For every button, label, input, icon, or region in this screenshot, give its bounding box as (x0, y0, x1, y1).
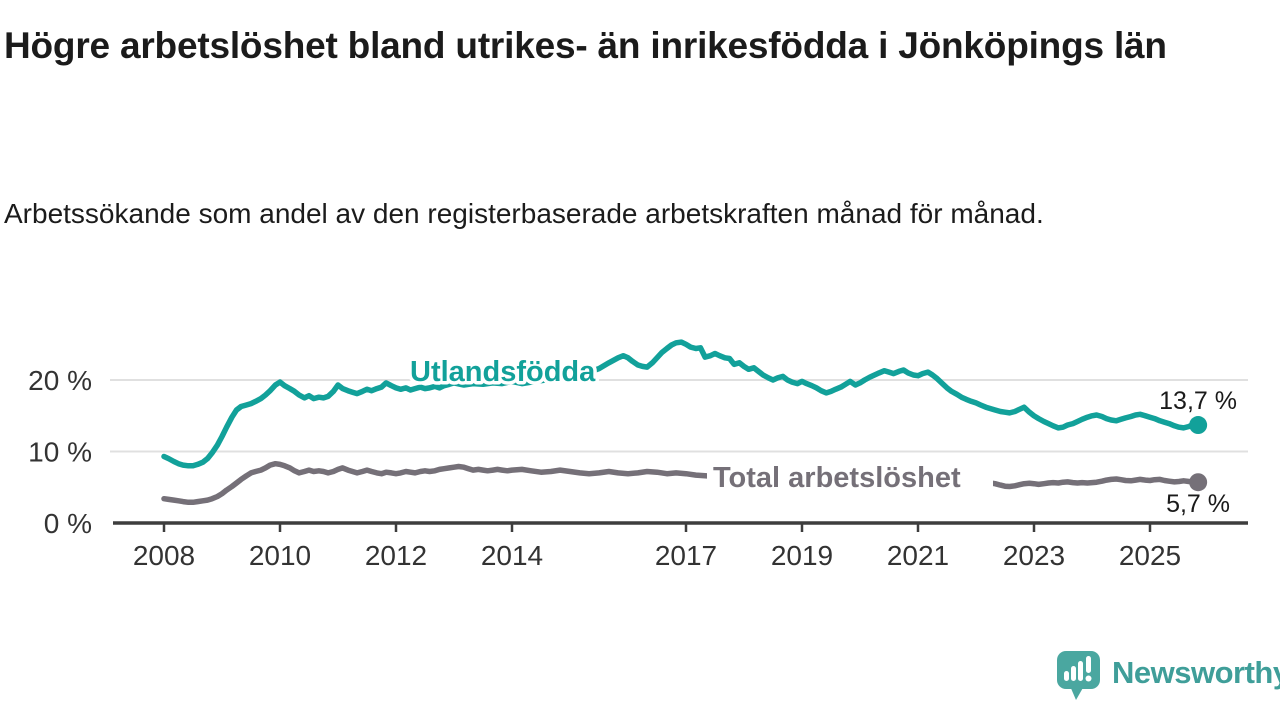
x-tick-label: 2017 (655, 540, 717, 571)
series-line-total (161, 460, 1201, 506)
newsworthy-logo: Newsworthy (1056, 650, 1280, 704)
series-end-dot-utlandsfodda (1189, 416, 1208, 435)
y-tick-label: 10 % (28, 437, 92, 468)
y-tick-label: 0 % (44, 508, 92, 539)
total-label-mask (707, 460, 993, 493)
series-line-utlandsfodda (161, 339, 1201, 469)
x-axis: 2008 2010 2012 2014 2017 2019 2021 2023 2025 (113, 521, 1248, 571)
value-label-utlandsfodda: 13,7 % (1159, 387, 1237, 415)
x-tick-label: 2023 (1003, 540, 1065, 571)
series-end-dot-total (1189, 473, 1208, 492)
series-label-total: Total arbetslöshet (713, 462, 961, 494)
x-tick-label: 2021 (887, 540, 949, 571)
newsworthy-logo-icon (1057, 651, 1100, 700)
x-tick-label: 2025 (1119, 540, 1181, 571)
x-tick-label: 2019 (771, 540, 833, 571)
value-label-total: 5,7 % (1166, 490, 1230, 518)
y-axis: 0 % 10 % 20 % (28, 365, 92, 539)
gridlines (110, 379, 1248, 453)
chart-subtitle: Arbetssökande som andel av den registerb… (4, 198, 1044, 229)
x-tick-label: 2012 (365, 540, 427, 571)
series-label-utlandsfodda: Utlandsfödda (410, 356, 596, 388)
series-end-dots (1189, 416, 1208, 492)
series-lines (161, 339, 1201, 506)
newsworthy-wordmark: Newsworthy (1112, 655, 1280, 690)
chart-title: Högre arbetslöshet bland utrikes- än inr… (4, 25, 1167, 66)
x-tick-label: 2008 (133, 540, 195, 571)
x-tick-label: 2010 (249, 540, 311, 571)
x-tick-label: 2014 (481, 540, 543, 571)
y-tick-label: 20 % (28, 365, 92, 396)
